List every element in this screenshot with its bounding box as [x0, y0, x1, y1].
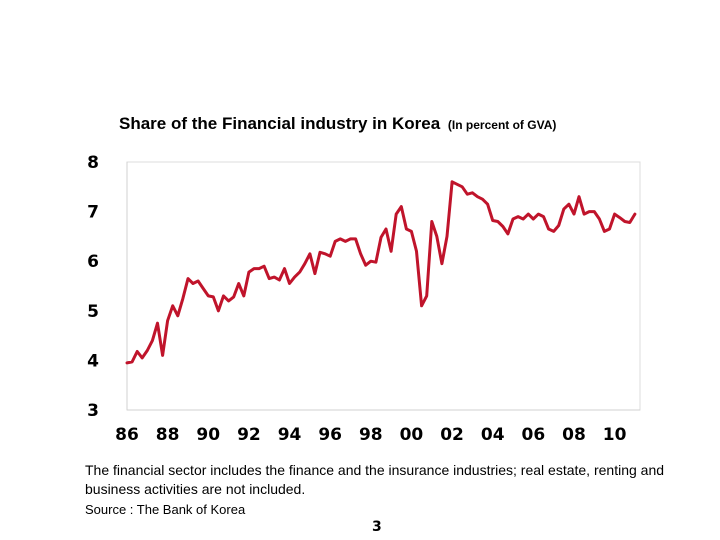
y-tick-label: 7	[87, 203, 99, 223]
chart-subtitle: (In percent of GVA)	[447, 118, 557, 132]
y-tick-label: 5	[87, 302, 99, 322]
y-tick-label: 6	[87, 252, 99, 272]
x-tick-label: 00	[400, 425, 424, 445]
source-note: Source : The Bank of Korea	[85, 502, 246, 517]
x-tick-label: 94	[278, 425, 302, 445]
x-tick-labels: 86 88 90 92 94 96 98 00 02 04 06 08 10	[115, 425, 626, 445]
footnote: The financial sector includes the financ…	[85, 462, 665, 497]
series-line	[125, 180, 637, 365]
x-tick-label: 10	[603, 425, 627, 445]
x-tick-label: 86	[115, 425, 139, 445]
x-tick-label: 08	[562, 425, 586, 445]
x-tick-label: 98	[359, 425, 383, 445]
y-tick-label: 3	[87, 401, 99, 421]
x-tick-label: 02	[440, 425, 464, 445]
x-tick-label: 88	[156, 425, 180, 445]
y-tick-label: 4	[87, 351, 99, 371]
line-chart: 3 4 5 6 7 8 86 88 90 92 94 96 98 00 02 04 06 08 10	[87, 153, 641, 445]
series-group	[125, 180, 637, 365]
chart-title: Share of the Financial industry in Korea…	[119, 114, 699, 134]
x-tick-label: 06	[522, 425, 546, 445]
page-number: 3	[372, 519, 382, 535]
x-tick-label: 90	[196, 425, 220, 445]
x-tick-label: 92	[237, 425, 261, 445]
chart-title-text: Share of the Financial industry in Korea	[119, 114, 441, 133]
plot-area	[126, 161, 641, 411]
x-tick-label: 96	[318, 425, 342, 445]
y-tick-labels: 3 4 5 6 7 8	[87, 153, 99, 421]
y-tick-label: 8	[87, 153, 99, 173]
x-tick-label: 04	[481, 425, 505, 445]
